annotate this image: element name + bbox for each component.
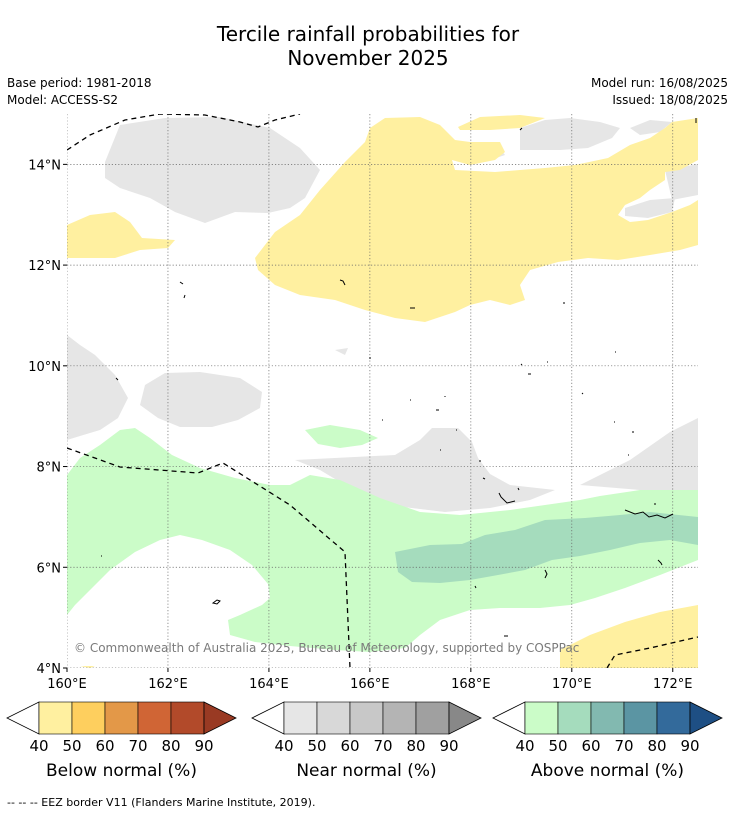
lat-tick-label-1: 6°N xyxy=(37,561,62,576)
colorbar-segment-0 xyxy=(38,701,73,735)
base-period: Base period: 1981-2018 xyxy=(7,76,152,90)
above-normal-regions xyxy=(67,425,698,652)
lat-tick-label-3: 10°N xyxy=(28,360,61,375)
colorbar-tick-label-4: 80 xyxy=(161,737,180,755)
lat-tick-label-2: 8°N xyxy=(37,461,62,476)
colorbars: 40 50 60 70 80 90 40 50 60 70 80 90 40 50 60 70 80 90 xyxy=(6,701,723,755)
lat-tick-label-4: 12°N xyxy=(28,259,61,274)
map-title: Tercile rainfall probabilities for Novem… xyxy=(0,22,736,70)
colorbar-under-above-normal xyxy=(492,701,526,735)
model-name: Model: ACCESS-S2 xyxy=(7,93,119,107)
lon-tick-label-6: 172°E xyxy=(653,677,693,692)
colorbar-tick-label-5: 90 xyxy=(680,737,699,755)
colorbar-segment-4 xyxy=(170,701,205,735)
islands xyxy=(101,118,697,637)
title-line-2: November 2025 xyxy=(287,46,449,70)
colorbar-segment-0 xyxy=(524,701,559,735)
colorbar-segment-1 xyxy=(316,701,351,735)
lon-tick-label-3: 166°E xyxy=(350,677,390,692)
colorbar-over-below-normal xyxy=(203,701,237,735)
colorbar-above-normal: 40 50 60 70 80 90 xyxy=(492,701,723,755)
below-normal-label: Below normal (%) xyxy=(46,761,197,781)
colorbar-segment-2 xyxy=(349,701,384,735)
lon-tick-label-1: 162°E xyxy=(148,677,188,692)
copyright-notice: © Commonwealth of Australia 2025, Bureau… xyxy=(74,641,580,655)
colorbar-tick-label-4: 80 xyxy=(406,737,425,755)
colorbar-tick-label-3: 70 xyxy=(128,737,147,755)
near-normal-regions xyxy=(67,117,698,512)
below-normal-regions xyxy=(67,115,698,668)
lat-tick-label-0: 4°N xyxy=(37,662,62,677)
colorbar-segment-0 xyxy=(283,701,318,735)
issued-date: Issued: 18/08/2025 xyxy=(612,93,728,107)
colorbar-segment-2 xyxy=(104,701,139,735)
colorbar-segment-3 xyxy=(382,701,417,735)
above-normal-label: Above normal (%) xyxy=(530,761,685,781)
colorbar-segment-1 xyxy=(557,701,592,735)
colorbar-below-normal: 40 50 60 70 80 90 xyxy=(6,701,237,755)
map-axes: 160°E 162°E 164°E 166°E 168°E 170°E 172°E 4°N 6°… xyxy=(28,158,692,692)
meta-left: Base period: 1981-2018 Model: ACCESS-S2 xyxy=(7,75,152,109)
colorbar-segment-3 xyxy=(137,701,172,735)
colorbar-tick-label-1: 50 xyxy=(307,737,326,755)
lon-tick-label-0: 160°E xyxy=(47,677,87,692)
near-normal-label: Near normal (%) xyxy=(296,761,437,781)
lon-tick-label-5: 170°E xyxy=(552,677,592,692)
colorbar-near-normal: 40 50 60 70 80 90 xyxy=(251,701,482,755)
lat-tick-label-5: 14°N xyxy=(28,158,61,173)
colorbar-tick-label-2: 60 xyxy=(95,737,114,755)
colorbar-tick-label-1: 50 xyxy=(548,737,567,755)
colorbar-tick-label-4: 80 xyxy=(647,737,666,755)
colorbar-segment-3 xyxy=(623,701,658,735)
colorbar-segment-4 xyxy=(656,701,691,735)
title-line-1: Tercile rainfall probabilities for xyxy=(216,22,520,46)
colorbar-over-near-normal xyxy=(448,701,482,735)
gridlines xyxy=(67,114,698,668)
lon-tick-label-2: 164°E xyxy=(249,677,289,692)
model-run: Model run: 16/08/2025 xyxy=(590,76,728,90)
colorbar-tick-label-0: 40 xyxy=(29,737,48,755)
eez-borders xyxy=(67,114,698,668)
colorbar-segment-2 xyxy=(590,701,625,735)
eez-footer-note: -- -- -- EEZ border V11 (Flanders Marine… xyxy=(7,796,316,809)
map-plot xyxy=(67,114,698,668)
colorbar-under-below-normal xyxy=(6,701,40,735)
colorbar-over-above-normal xyxy=(689,701,723,735)
colorbar-tick-label-0: 40 xyxy=(274,737,293,755)
colorbar-segment-4 xyxy=(415,701,450,735)
colorbar-tick-label-5: 90 xyxy=(194,737,213,755)
colorbar-tick-label-3: 70 xyxy=(373,737,392,755)
colorbar-tick-label-3: 70 xyxy=(614,737,633,755)
lon-tick-label-4: 168°E xyxy=(451,677,491,692)
colorbar-tick-label-2: 60 xyxy=(581,737,600,755)
colorbar-tick-label-5: 90 xyxy=(439,737,458,755)
colorbar-segment-1 xyxy=(71,701,106,735)
colorbar-tick-label-2: 60 xyxy=(340,737,359,755)
colorbar-under-near-normal xyxy=(251,701,285,735)
meta-right: Model run: 16/08/2025 Issued: 18/08/2025 xyxy=(591,75,728,109)
colorbar-tick-label-1: 50 xyxy=(62,737,81,755)
colorbar-tick-label-0: 40 xyxy=(515,737,534,755)
